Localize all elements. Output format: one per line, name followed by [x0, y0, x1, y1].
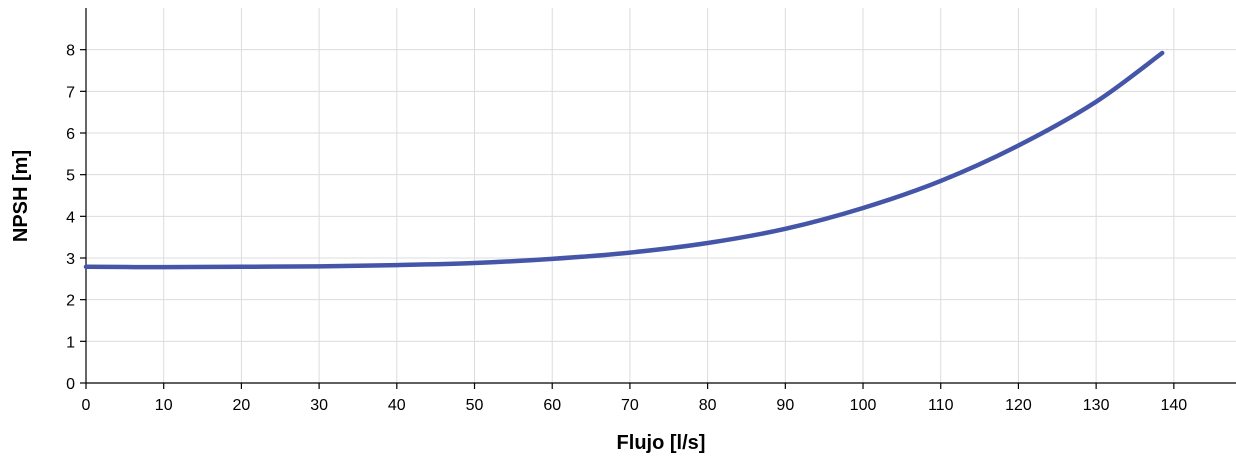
- x-tick-label: 30: [310, 397, 328, 414]
- y-tick-label: 8: [66, 43, 75, 60]
- y-tick-label: 5: [66, 168, 75, 185]
- y-tick-label: 6: [66, 126, 75, 143]
- x-tick-label: 130: [1083, 397, 1110, 414]
- x-tick-label: 40: [388, 397, 406, 414]
- x-ticks: 0 10 20 30 40 50 60 70 80 90 100 110 120 130 140: [82, 383, 1187, 414]
- x-tick-label: 140: [1160, 397, 1187, 414]
- x-tick-label: 60: [543, 397, 561, 414]
- grid: [85, 8, 1236, 383]
- x-tick-label: 100: [850, 397, 877, 414]
- x-tick-label: 0: [82, 397, 91, 414]
- x-tick-label: 20: [233, 397, 251, 414]
- y-tick-label: 7: [66, 84, 75, 101]
- y-tick-label: 0: [66, 376, 75, 393]
- x-tick-label: 110: [928, 397, 954, 414]
- y-tick-label: 3: [66, 251, 75, 268]
- x-tick-label: 50: [466, 397, 484, 414]
- x-tick-label: 90: [776, 397, 794, 414]
- x-tick-label: 70: [621, 397, 639, 414]
- x-tick-label: 80: [699, 397, 717, 414]
- x-axis-title: Flujo [l/s]: [617, 432, 706, 454]
- x-tick-label: 10: [155, 397, 173, 414]
- x-tick-label: 120: [1005, 397, 1032, 414]
- series-group: [83, 50, 1165, 270]
- y-axis-title: NPSH [m]: [10, 150, 32, 242]
- y-tick-label: 4: [66, 209, 75, 226]
- y-ticks: 0 1 2 3 4 5 6 7 8: [66, 43, 86, 393]
- axes: [85, 8, 1236, 384]
- y-tick-label: 2: [66, 293, 75, 310]
- npsh-series-line: [83, 50, 1165, 270]
- y-tick-label: 1: [66, 334, 75, 351]
